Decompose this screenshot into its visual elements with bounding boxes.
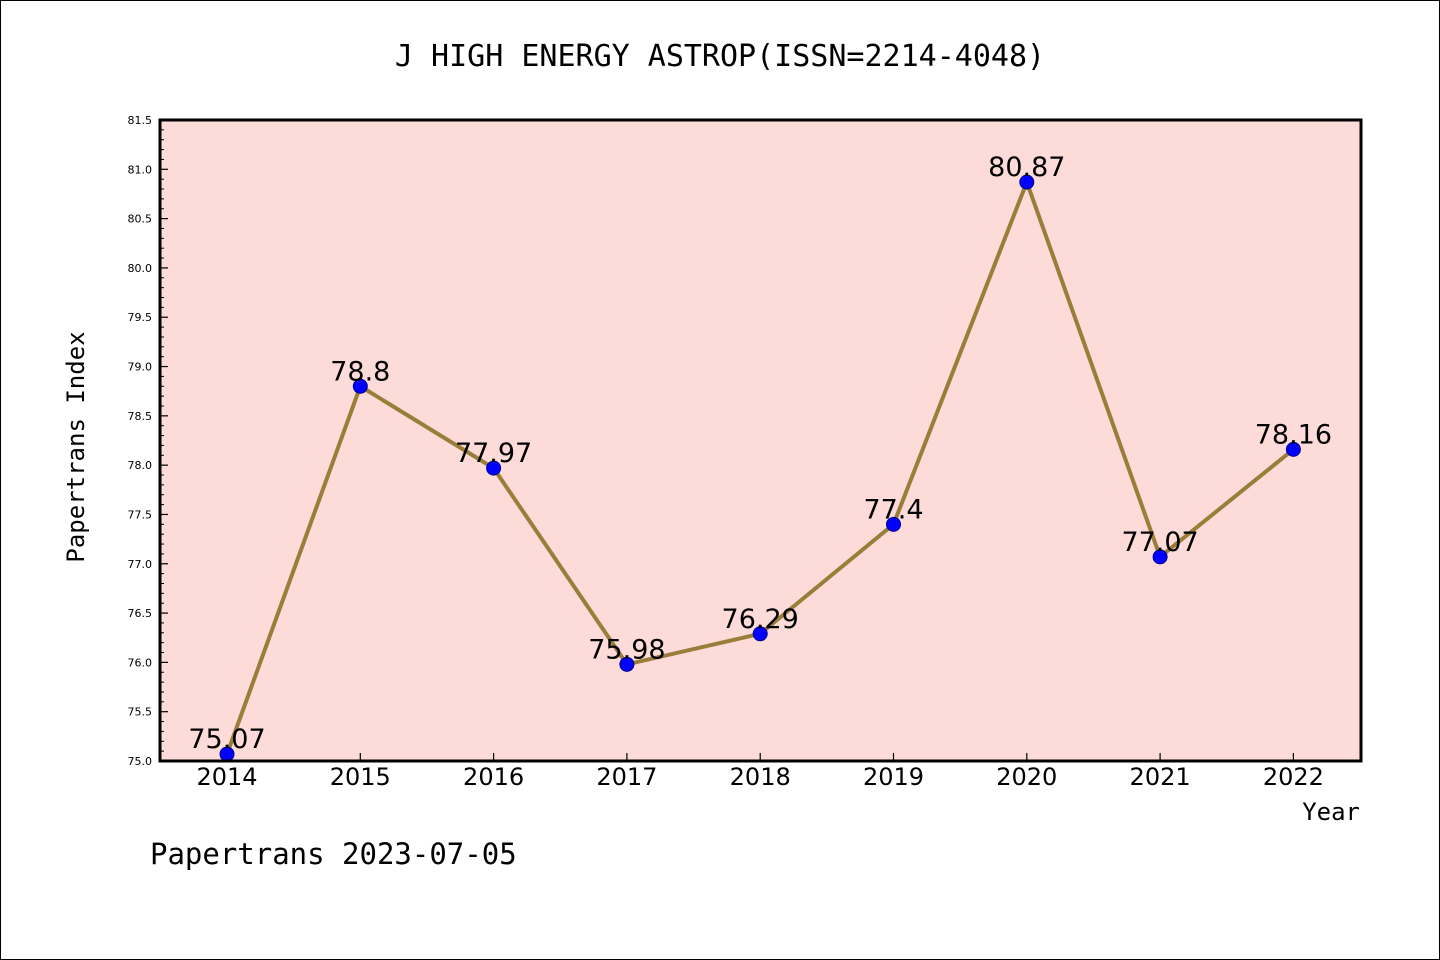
plot-area [160,120,1361,761]
data-point [1019,174,1035,190]
x-tick-label: 2022 [1263,763,1324,791]
data-label: 77.4 [863,494,923,525]
y-tick-label: 81.5 [128,114,153,127]
data-label: 75.98 [588,634,665,665]
x-tick-label: 2016 [463,763,524,791]
x-tick-label: 2015 [330,763,391,791]
y-tick-label: 80.0 [128,262,153,275]
x-axis-title: Year [1302,798,1360,826]
data-label: 78.16 [1255,419,1332,450]
y-tick-label: 76.5 [128,607,153,620]
y-axis-title: Papertrans Index [62,331,90,562]
x-tick-label: 2014 [196,763,257,791]
series-line-group [219,174,1301,762]
x-tick-label: 2021 [1130,763,1191,791]
data-label: 75.07 [188,724,265,755]
data-point [886,516,901,532]
data-label: 80.87 [988,152,1065,183]
y-tick-label: 78.5 [128,410,153,423]
data-point [1285,441,1301,457]
y-tick-label: 76.0 [128,656,153,669]
y-tick-label: 79.5 [128,311,153,324]
y-tick-label: 75.5 [128,706,153,719]
y-tick-label: 77.0 [128,558,153,571]
y-tick-label: 75.0 [128,755,153,768]
x-tick-label: 2017 [596,763,657,791]
y-tick-label: 79.0 [128,361,153,374]
data-point [486,460,502,476]
y-tick-label: 78.0 [128,459,153,472]
data-point [619,656,635,672]
data-point [1152,549,1168,565]
data-label: 78.8 [330,356,390,387]
footer-source: Papertrans 2023-07-05 [150,837,517,871]
data-label: 76.29 [722,604,799,635]
data-labels: 75.07 78.8 77.97 75.98 76.29 77.4 80.87 77.07 78… [188,152,1332,755]
plot-frame [158,118,1363,763]
data-label: 77.97 [455,438,532,469]
y-tick-label: 80.5 [128,213,153,226]
y-tick-label: 77.5 [128,508,153,521]
data-point [352,378,368,394]
x-tick-label: 2018 [730,763,791,791]
x-tick-label: 2020 [996,763,1057,791]
x-tick-label: 2019 [863,763,924,791]
x-axis: 2014 2015 2016 2017 2018 2019 2020 2021 2022 [196,753,1324,791]
y-axis: 75.0 75.5 76.0 76.5 77.0 77.5 78.0 78.5 79.0 79.5… [128,114,168,768]
data-label: 77.07 [1121,527,1198,558]
chart-title: J HIGH ENERGY ASTROP(ISSN=2214-4048) [395,39,1045,74]
y-tick-label: 81.0 [128,163,153,176]
data-point [752,626,768,642]
